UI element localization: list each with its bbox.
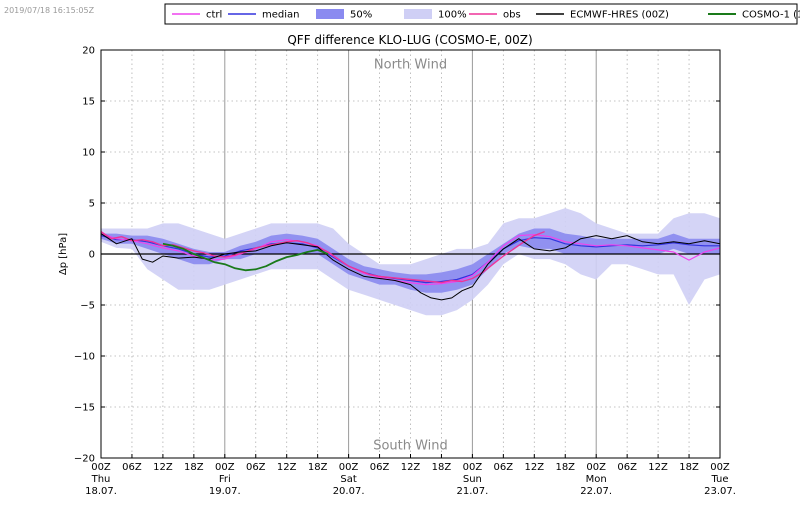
legend-swatch-band50: [316, 9, 344, 19]
x-tick-label: 12Z: [277, 462, 297, 473]
legend-label-obs: obs: [503, 10, 521, 21]
x-tick-label: 12Z: [153, 462, 173, 473]
series-line-obs: [101, 230, 545, 284]
y-tick-label: 0: [89, 250, 95, 261]
x-tick-label: 12Z: [648, 462, 668, 473]
legend-swatch-band100: [404, 9, 432, 19]
x-tick-label: 06Z: [370, 462, 390, 473]
x-tick-label: 18Z: [184, 462, 204, 473]
y-tick-label: 5: [89, 199, 95, 210]
y-axis-label: Δp [hPa]: [58, 233, 69, 275]
series-line-ecmwf: [101, 233, 720, 301]
series-lines: [101, 230, 720, 301]
south-wind-label: South Wind: [373, 439, 448, 454]
x-tick-label: 00Z Sat 20.07.: [333, 462, 365, 497]
legend-label-ctrl: ctrl: [206, 10, 222, 21]
y-tick-label: −15: [74, 403, 95, 414]
legend-label-cosmo1: COSMO-1 (12Z): [742, 10, 800, 21]
legend-label-band100: 100%: [438, 10, 467, 21]
legend-label-ecmwf: ECMWF-HRES (00Z): [570, 10, 669, 21]
series-line-cosmo1: [162, 242, 329, 272]
y-axis: 20 15 10 5 0 −5 −10 −15 −20: [74, 46, 720, 465]
x-tick-label: 18Z: [432, 462, 452, 473]
x-tick-label: 12Z: [401, 462, 421, 473]
annotations: North Wind South Wind: [373, 57, 448, 453]
x-tick-label: 00Z Mon 22.07.: [580, 462, 612, 497]
y-tick-label: 10: [82, 148, 95, 159]
north-wind-label: North Wind: [374, 57, 447, 72]
x-axis: 00Z Thu 18.07. 06Z 12Z 18Z 00Z Fri 19.07. 06Z 12Z 1…: [85, 454, 736, 497]
band-band50: [101, 228, 720, 293]
x-tick-label: 00Z Fri 19.07.: [209, 462, 241, 497]
legend-label-band50: 50%: [350, 10, 372, 21]
chart-title: QFF difference KLO-LUG (COSMO-E, 00Z): [287, 33, 532, 47]
x-tick-label: 18Z: [308, 462, 328, 473]
x-tick-label: 06Z: [122, 462, 142, 473]
x-tick-label: 06Z: [494, 462, 514, 473]
x-tick-label: 00Z Sun 21.07.: [456, 462, 488, 497]
y-tick-label: −5: [80, 301, 95, 312]
legend-label-median: median: [262, 10, 300, 21]
x-tick-label: 18Z: [555, 462, 575, 473]
x-tick-label: 18Z: [679, 462, 699, 473]
bands: [101, 208, 720, 316]
x-tick-label: 06Z: [246, 462, 266, 473]
x-tick-label: 00Z Thu 18.07.: [85, 462, 117, 497]
y-tick-label: −20: [74, 454, 95, 465]
x-tick-label: 06Z: [617, 462, 637, 473]
x-tick-label: 00Z Tue 23.07.: [704, 462, 736, 497]
y-tick-label: 20: [82, 46, 95, 57]
y-tick-label: −10: [74, 352, 95, 363]
x-tick-label: 12Z: [525, 462, 545, 473]
timestamp: 2019/07/18 16:15:05Z: [4, 6, 95, 15]
legend: ctrl median 50% 100% obs ECMWF-HRES (00Z) COSM…: [164, 3, 800, 25]
y-tick-label: 15: [82, 97, 95, 108]
